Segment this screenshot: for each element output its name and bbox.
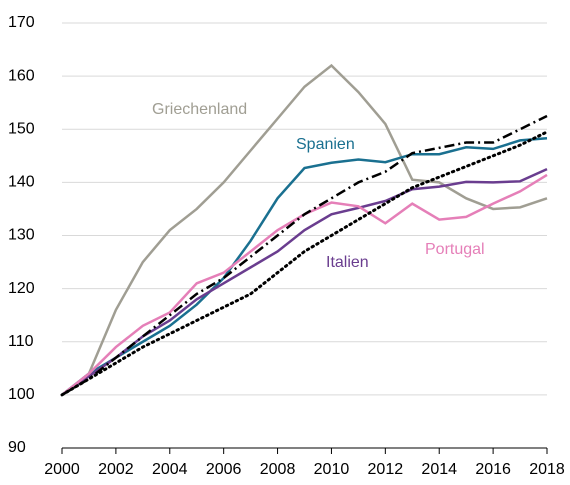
x-tick-label: 2008 [260,461,296,478]
y-tick-label: 100 [8,386,35,403]
x-tick-label: 2018 [529,461,565,478]
series-line [61,137,548,396]
x-tick-label: 2004 [152,461,188,478]
y-tick-label: 130 [8,227,35,244]
series-line [61,167,548,396]
x-tick-label: 2016 [475,461,511,478]
x-tick-label: 2012 [368,461,404,478]
x-tick-label: 2010 [314,461,350,478]
series-line [61,114,548,396]
series-label: Griechenland [152,101,247,118]
y-tick-label: 140 [8,174,35,191]
series-line [61,63,548,396]
series-label: Portugal [425,241,485,258]
x-tick-label: 2000 [44,461,80,478]
x-tick-label: 2014 [421,461,457,478]
series-line [60,130,549,397]
y-tick-label: 110 [8,333,34,350]
series-label: Italien [326,254,369,271]
x-tick-label: 2006 [206,461,242,478]
y-tick-label: 150 [8,120,35,137]
y-tick-label: 160 [8,67,35,84]
y-tick-label: 90 [8,439,26,456]
y-tick-label: 170 [8,14,35,31]
y-tick-label: 120 [8,280,35,297]
series-line [61,173,548,396]
series-label: Spanien [296,136,355,153]
x-tick-label: 2002 [98,461,134,478]
